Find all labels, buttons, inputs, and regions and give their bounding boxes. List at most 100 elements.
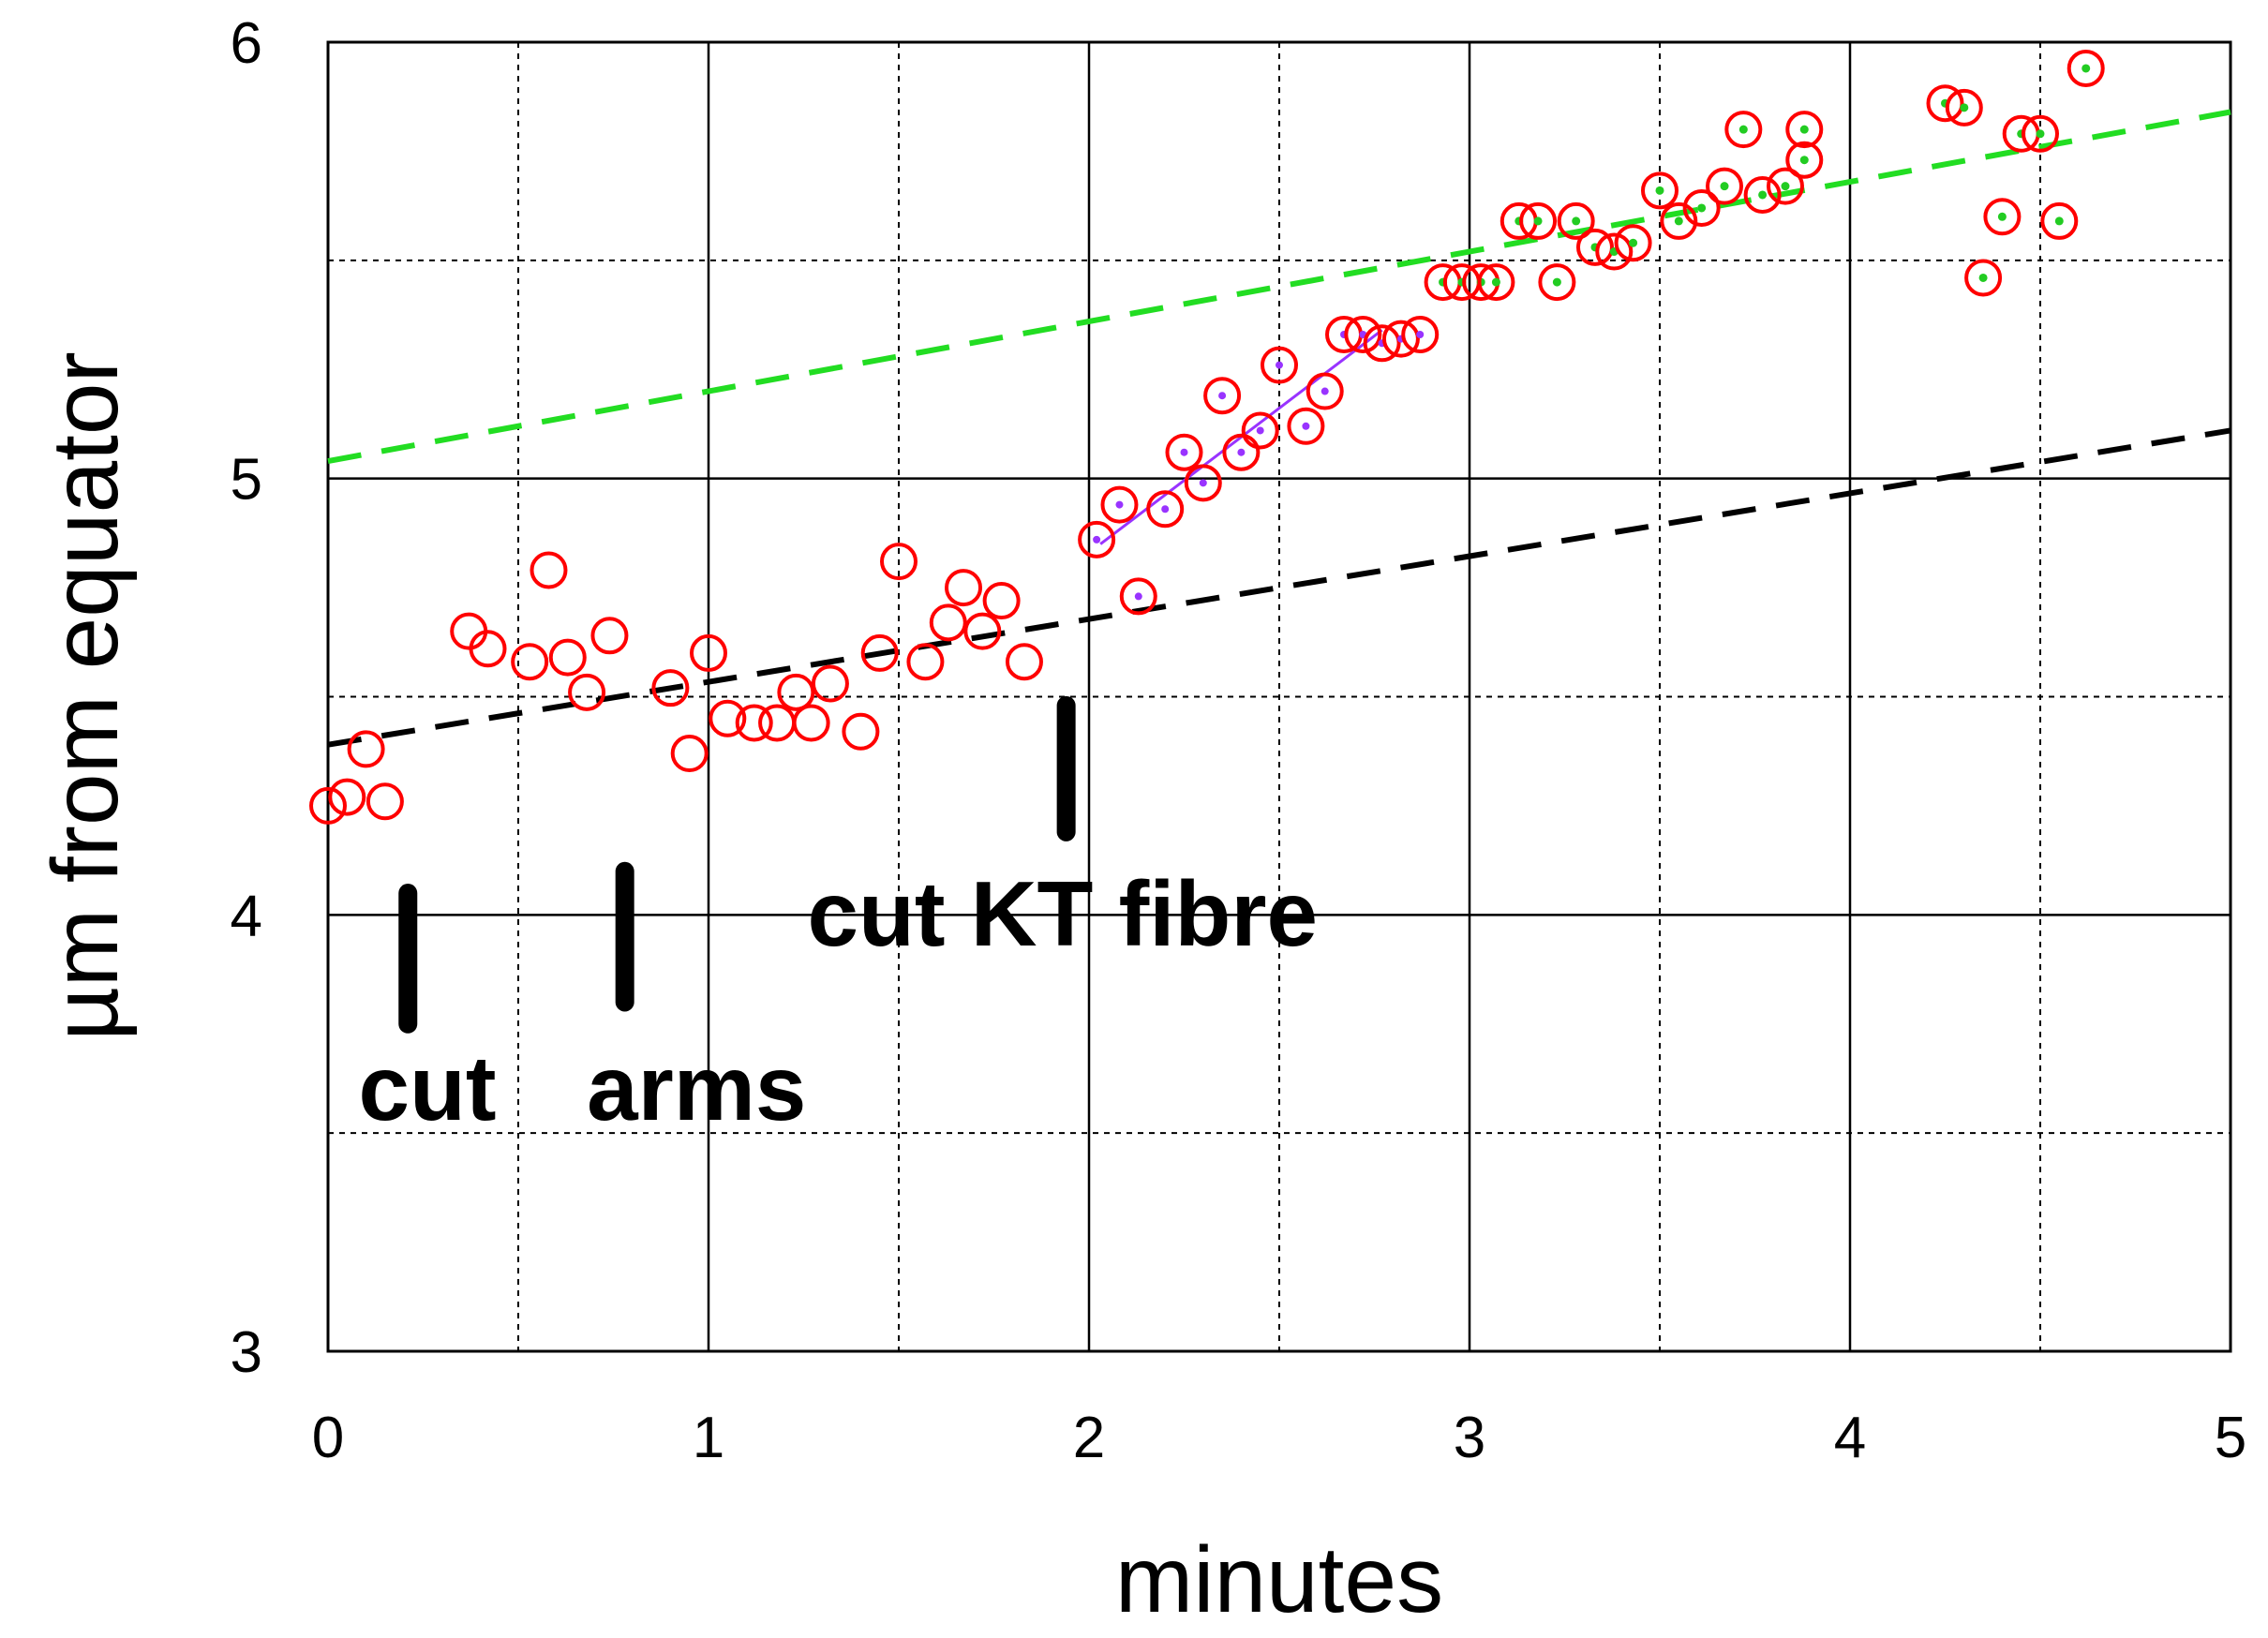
data-point-center-purple (1276, 361, 1283, 369)
data-point (1743, 175, 1782, 214)
data-point-center-green (1572, 216, 1581, 226)
x-axis-ticks: 0 1 2 3 4 5 (312, 1406, 2246, 1470)
y-tick-label: 6 (231, 11, 262, 76)
data-point-center-purple (1199, 479, 1207, 487)
data-point-center-purple (1416, 330, 1425, 338)
data-point-center-green (1781, 182, 1790, 191)
x-tick-label: 3 (1454, 1406, 1485, 1470)
x-tick-label: 0 (312, 1406, 344, 1470)
y-tick-label: 5 (231, 448, 262, 513)
gridlines (328, 42, 2231, 1351)
data-point (690, 633, 727, 672)
annotation-label: arms (587, 1036, 806, 1139)
x-tick-label: 5 (2215, 1406, 2246, 1470)
data-point (1287, 407, 1325, 445)
cut-markers (398, 695, 1076, 1034)
data-point-center-green (1799, 125, 1809, 134)
data-point (1261, 346, 1298, 384)
data-point-center-purple (1237, 448, 1246, 456)
data-point (906, 643, 945, 681)
data-point-center-green (1655, 186, 1664, 195)
data-point (1706, 167, 1744, 205)
x-tick-label: 2 (1073, 1406, 1105, 1470)
data-point-center-green (1738, 125, 1748, 134)
data-point (530, 551, 568, 589)
data-point (1184, 464, 1222, 502)
x-axis-title: minutes (1115, 1527, 1443, 1632)
annotation-label: cut KT fibre (808, 862, 1318, 965)
data-point (709, 699, 747, 737)
data-point (1078, 520, 1116, 558)
data-point-center-green (1629, 238, 1638, 247)
data-point-center-purple (1161, 505, 1170, 514)
data-point-center-purple (1180, 448, 1188, 456)
data-points (309, 49, 2105, 825)
data-point (1983, 198, 2022, 236)
data-point (811, 664, 849, 703)
data-point (1344, 315, 1382, 353)
data-point-center-green (1533, 216, 1543, 226)
data-point (1519, 201, 1558, 240)
data-point (735, 704, 773, 742)
data-point (1557, 201, 1595, 240)
data-point-center-green (1720, 182, 1729, 191)
x-tick-label: 1 (693, 1406, 724, 1470)
data-point (2040, 201, 2079, 240)
data-point-center-green (1552, 277, 1561, 287)
data-point (511, 643, 549, 681)
data-point-center-green (2054, 216, 2064, 226)
data-point (1785, 111, 1824, 149)
data-point (1146, 490, 1185, 529)
data-point (1381, 320, 1420, 358)
data-point-center-green (1758, 190, 1768, 200)
data-point-center-purple (1302, 422, 1310, 430)
y-axis-ticks: 3 4 5 6 (231, 11, 262, 1385)
data-point-center-green (2081, 64, 2091, 73)
data-point (1785, 141, 1824, 179)
data-point (1614, 224, 1652, 262)
data-point (860, 633, 899, 672)
data-point (1724, 111, 1763, 149)
data-point-center-green (1978, 273, 1988, 282)
data-point (2022, 114, 2059, 153)
data-point (309, 786, 347, 825)
data-point (929, 603, 967, 642)
data-point (568, 673, 606, 711)
y-tick-label: 4 (231, 884, 262, 948)
data-point-center-purple (1218, 392, 1227, 400)
data-point (963, 612, 1002, 650)
data-point (1363, 324, 1401, 363)
y-tick-label: 3 (231, 1320, 262, 1385)
data-point (347, 730, 385, 768)
data-point (1222, 433, 1261, 471)
data-point (945, 569, 983, 607)
x-tick-label: 4 (1834, 1406, 1866, 1470)
data-point (670, 735, 709, 773)
data-point (1660, 201, 1698, 240)
data-point (1165, 433, 1203, 471)
data-point-center-green (1697, 203, 1707, 213)
data-point-center-green (1997, 212, 2007, 221)
data-point (1203, 377, 1242, 415)
data-point-center-green (1799, 156, 1809, 165)
data-point (792, 704, 830, 742)
data-point-center-green (1491, 277, 1500, 287)
data-point-center-purple (1134, 592, 1142, 601)
data-point (1964, 259, 2003, 297)
data-point (1005, 643, 1043, 681)
data-point-center-green (1960, 103, 1969, 112)
data-point (651, 669, 690, 707)
data-point (1119, 577, 1157, 616)
data-point (880, 543, 918, 581)
data-point (590, 617, 629, 655)
data-point (982, 582, 1021, 620)
data-point-center-purple (1321, 387, 1329, 395)
data-point (1477, 263, 1515, 302)
data-point (1641, 171, 1679, 210)
data-point-center-green (2036, 129, 2045, 139)
data-point (777, 673, 815, 711)
data-point (1926, 84, 1964, 123)
data-point (1766, 167, 1804, 205)
